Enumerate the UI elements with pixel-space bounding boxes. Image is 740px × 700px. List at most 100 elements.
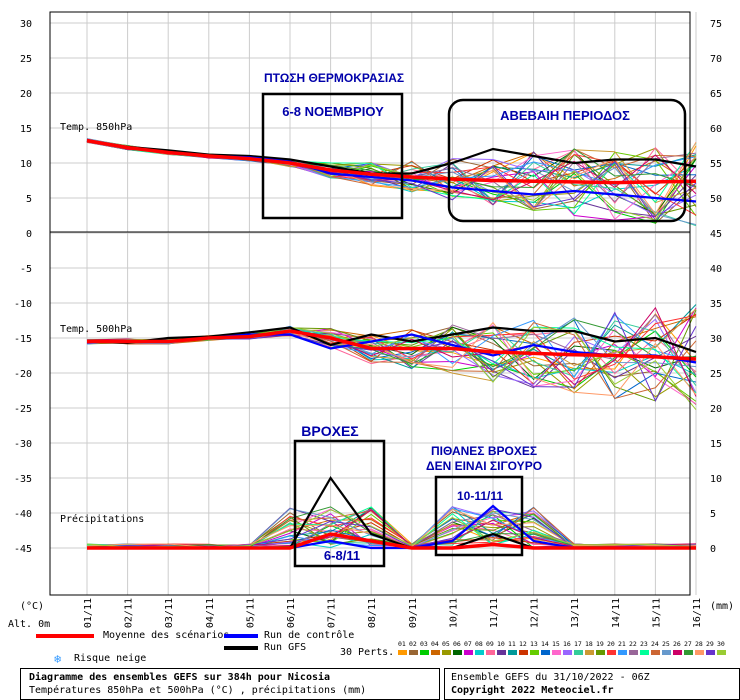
annotation-uncertain: ΑΒΕΒΑΙΗ ΠΕΡΙΟΔΟΣ — [447, 98, 687, 223]
right-tick-label: 30 — [710, 334, 722, 345]
pert-number: 02 — [409, 640, 417, 648]
pert-number: 04 — [431, 640, 439, 648]
pert-swatch — [431, 650, 440, 655]
right-tick-label: 25 — [710, 369, 722, 380]
x-tick-label: 16/11 — [692, 598, 703, 628]
footer-run-info: Ensemble GEFS du 31/10/2022 - 06Z — [451, 672, 650, 683]
right-tick-label: 15 — [710, 439, 722, 450]
right-tick-label: 50 — [710, 194, 722, 205]
footer-subtitle: Températures 850hPa et 500hPa (°C) , pré… — [29, 685, 367, 696]
pert-swatch — [464, 650, 473, 655]
pert-swatch — [475, 650, 484, 655]
pert-number: 01 — [398, 640, 406, 648]
pert-number: 30 — [717, 640, 725, 648]
pert-number: 13 — [530, 640, 538, 648]
x-tick-label: 08/11 — [367, 598, 378, 628]
pert-swatch — [508, 650, 517, 655]
left-tick-label: -30 — [14, 439, 32, 450]
x-tick-label: 01/11 — [83, 598, 94, 628]
legend-gfs-label: Run GFS — [264, 642, 307, 653]
pert-swatch — [717, 650, 726, 655]
temp-drop-dates: 6-8 ΝΟΕΜΒΡΙΟΥ — [282, 104, 384, 119]
pert-number: 15 — [552, 640, 560, 648]
right-tick-label: 5 — [710, 509, 716, 520]
left-tick-label: -35 — [14, 474, 32, 485]
x-tick-label: 10/11 — [448, 598, 459, 628]
x-tick-label: 12/11 — [530, 598, 541, 628]
pert-number: 24 — [651, 640, 659, 648]
series-line-t500 — [87, 329, 697, 361]
right-tick-label: 55 — [710, 159, 722, 170]
pert-swatch — [585, 650, 594, 655]
right-unit-label: (mm) — [710, 601, 734, 612]
footer-right-box: Ensemble GEFS du 31/10/2022 - 06Z Copyri… — [444, 668, 740, 700]
x-tick-label: 07/11 — [327, 598, 338, 628]
left-tick-label: 20 — [20, 89, 32, 100]
pert-number: 07 — [464, 640, 472, 648]
pert-swatch — [574, 650, 583, 655]
x-tick-label: 03/11 — [164, 598, 175, 628]
possible-rain-box — [434, 475, 524, 557]
right-tick-label: 40 — [710, 264, 722, 275]
precip-label: Précipitations — [60, 513, 144, 525]
perturbations-label: 30 Perts. — [340, 647, 394, 658]
left-tick-label: -5 — [20, 264, 32, 275]
left-tick-label: -25 — [14, 404, 32, 415]
series-line-precip — [87, 532, 696, 550]
pert-number: 28 — [695, 640, 703, 648]
pert-number: 08 — [475, 640, 483, 648]
pert-number: 16 — [563, 640, 571, 648]
pert-number: 20 — [607, 640, 615, 648]
rain-box — [293, 439, 386, 568]
legend-mean-label: Moyenne des scénarios — [103, 630, 230, 641]
pert-number: 11 — [508, 640, 516, 648]
pert-number: 29 — [706, 640, 714, 648]
left-tick-label: -40 — [14, 509, 32, 520]
pert-number: 09 — [486, 640, 494, 648]
x-tick-label: 04/11 — [205, 598, 216, 628]
x-tick-label: 06/11 — [286, 598, 297, 628]
footer-copyright: Copyright 2022 Meteociel.fr — [451, 685, 614, 696]
x-axis-ticks: 01/11 02/11 03/11 04/11 05/11 06/11 07/11 08/11… — [83, 598, 703, 628]
uncertain-box — [447, 98, 687, 223]
right-tick-label: 35 — [710, 299, 722, 310]
t500-label: Temp. 500hPa — [60, 324, 132, 335]
pert-number: 03 — [420, 640, 428, 648]
pert-swatch — [684, 650, 693, 655]
left-tick-label: 15 — [20, 124, 32, 135]
snowflake-icon: ❄ — [54, 652, 62, 666]
pert-swatch — [607, 650, 616, 655]
pert-number: 18 — [585, 640, 593, 648]
x-tick-label: 02/11 — [124, 598, 135, 628]
pert-swatch — [420, 650, 429, 655]
footer-left-box: Diagramme des ensembles GEFS sur 384h po… — [20, 668, 440, 700]
rain-dates: 6-8/11 — [324, 548, 360, 563]
left-tick-label: 10 — [20, 159, 32, 170]
series-line-t850 — [86, 138, 697, 185]
left-axis-ticks: 30 25 20 15 10 5 0 -5 -10 -15 -20 -25 -30 -35 -40 -45 — [14, 19, 32, 555]
annotation-temp-drop: ΠΤΩΣΗ ΘΕΡΜΟΚΡΑΣΙΑΣ 6-8 ΝΟΕΜΒΡΙΟΥ — [261, 71, 404, 220]
possible-rain-line1: ΠΙΘΑΝΕΣ ΒΡΟΧΕΣ — [431, 444, 537, 458]
footer-title: Diagramme des ensembles GEFS sur 384h po… — [29, 672, 331, 683]
right-tick-label: 10 — [710, 474, 722, 485]
pert-number: 06 — [453, 640, 461, 648]
pert-swatch — [651, 650, 660, 655]
possible-rain-dates: 10-11/11 — [457, 489, 503, 503]
left-tick-label: -10 — [14, 299, 32, 310]
pert-swatch — [695, 650, 704, 655]
pert-swatch — [640, 650, 649, 655]
pert-swatch — [596, 650, 605, 655]
left-tick-label: 5 — [26, 194, 32, 205]
pert-number: 22 — [629, 640, 637, 648]
x-tick-label: 15/11 — [651, 598, 662, 628]
pert-number: 26 — [673, 640, 681, 648]
pert-swatch — [673, 650, 682, 655]
legend-snow-label: Risque neige — [74, 653, 147, 664]
pert-swatch — [706, 650, 715, 655]
legend-control-swatch — [224, 634, 258, 638]
pert-swatch — [409, 650, 418, 655]
right-tick-label: 0 — [710, 544, 716, 555]
left-tick-label: -15 — [14, 334, 32, 345]
